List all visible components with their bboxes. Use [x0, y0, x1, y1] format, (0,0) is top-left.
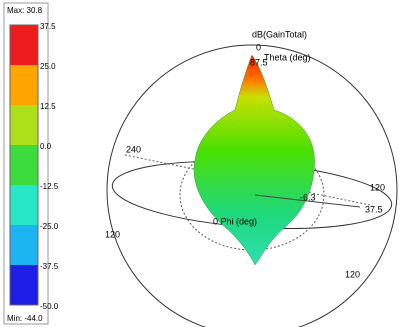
swatch [10, 65, 38, 105]
value-label: 37.5 [365, 204, 383, 214]
legend-max: Max: 30.8 [7, 6, 43, 15]
legend-level: -12.5 [40, 182, 59, 191]
legend-level: 25.0 [40, 62, 56, 71]
phi-label: 240 [126, 144, 141, 154]
value-label: 87.5 [250, 57, 268, 67]
legend-level: 0.0 [40, 142, 52, 151]
legend-level: 37.5 [40, 22, 56, 31]
legend-level: 12.5 [40, 102, 56, 111]
swatch [10, 265, 38, 305]
color-bar-frame [9, 24, 39, 306]
legend: Max: 30.8 37.5 25.0 12.5 0.0 -12.5 -25.0 -37.5… [3, 2, 59, 325]
swatch [10, 105, 38, 145]
theta-label: 120 [345, 269, 360, 279]
swatch [10, 25, 38, 65]
plot: dB(GainTotal) 0 Theta (deg) 87.5 240 120… [105, 29, 398, 327]
swatch [10, 185, 38, 225]
legend-level: -37.5 [40, 262, 59, 271]
swatch [10, 145, 38, 185]
axis-line [254, 194, 361, 208]
radiation-pattern [193, 54, 315, 266]
theta-label: 120 [105, 229, 120, 239]
legend-level: -25.0 [40, 222, 59, 231]
quantity-label: dB(GainTotal) [252, 29, 307, 39]
phi-axis-title: 0 Phi (deg) [213, 216, 257, 226]
sphere-outline [106, 44, 398, 327]
theta-label: 0 [256, 42, 261, 52]
theta-axis-title: Theta (deg) [264, 52, 311, 62]
legend-level: -50.0 [40, 302, 59, 311]
swatch [10, 225, 38, 265]
phi-label: 120 [370, 182, 385, 192]
value-label: -6.3 [300, 192, 316, 202]
legend-min: Min: -44.0 [7, 314, 43, 323]
